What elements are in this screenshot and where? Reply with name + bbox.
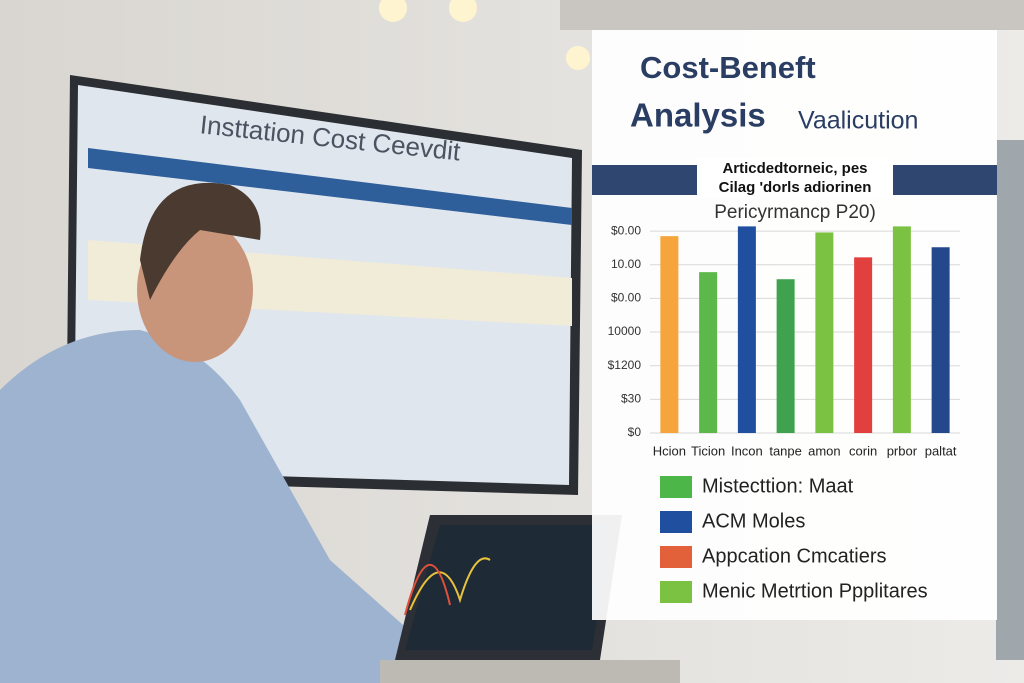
title-line: Cost-Beneft bbox=[640, 50, 816, 85]
laptop-curve bbox=[409, 557, 491, 611]
light bbox=[379, 0, 407, 22]
x-tick-label: prbor bbox=[887, 443, 918, 458]
x-tick-label: amon bbox=[808, 443, 841, 458]
y-tick-label: $0.00 bbox=[611, 291, 641, 305]
legend-swatch bbox=[660, 476, 692, 498]
window bbox=[996, 140, 1024, 660]
laptop-curve bbox=[404, 564, 451, 616]
y-tick-label: $0.00 bbox=[611, 223, 641, 237]
hair bbox=[140, 182, 261, 300]
bar bbox=[699, 272, 718, 433]
y-tick-label: $0 bbox=[628, 425, 642, 439]
legend-swatch bbox=[660, 546, 692, 568]
light bbox=[566, 46, 590, 70]
legend-label: Mistecttion: Maat bbox=[702, 475, 854, 497]
y-tick-label: 10000 bbox=[608, 324, 642, 338]
legend-label: Menic Metrtion Ppplitares bbox=[702, 580, 928, 602]
chart-panel: Cost-Beneft Analysis Vaalicution Articde… bbox=[592, 30, 997, 620]
x-tick-label: corin bbox=[849, 443, 877, 458]
banner-line: Articdedtorneic, pes bbox=[722, 160, 867, 177]
bar bbox=[660, 236, 679, 433]
x-tick-label: Incon bbox=[731, 443, 763, 458]
laptop-display bbox=[405, 525, 612, 650]
banner-line: Cilag 'dorls adiorinen bbox=[719, 179, 872, 196]
y-tick-label: $1200 bbox=[608, 358, 642, 372]
shirt bbox=[0, 330, 420, 683]
bar bbox=[776, 279, 795, 433]
legend-label: Appcation Cmcatiers bbox=[702, 545, 887, 567]
bar bbox=[815, 232, 834, 433]
x-tick-label: paltat bbox=[925, 443, 957, 458]
x-tick-label: Hcion bbox=[653, 443, 686, 458]
light bbox=[449, 0, 477, 22]
bar bbox=[854, 257, 873, 433]
bar bbox=[892, 226, 911, 433]
y-tick-label: $30 bbox=[621, 392, 641, 406]
banner-box bbox=[697, 158, 893, 198]
tv-table-header bbox=[88, 148, 572, 225]
legend-swatch bbox=[660, 581, 692, 603]
bar bbox=[737, 226, 756, 433]
legend-label: ACM Moles bbox=[702, 510, 805, 532]
title-suffix: Vaalicution bbox=[798, 107, 918, 135]
title-line: Analysis bbox=[630, 97, 766, 134]
legend-swatch bbox=[660, 511, 692, 533]
subtitle: Pericyrmancp P20) bbox=[714, 202, 876, 223]
x-tick-label: Ticion bbox=[691, 443, 725, 458]
desk bbox=[380, 660, 680, 683]
ceiling bbox=[560, 0, 1024, 30]
y-tick-label: 10.00 bbox=[611, 257, 641, 271]
x-tick-label: tanpe bbox=[769, 443, 802, 458]
bar bbox=[931, 247, 950, 433]
